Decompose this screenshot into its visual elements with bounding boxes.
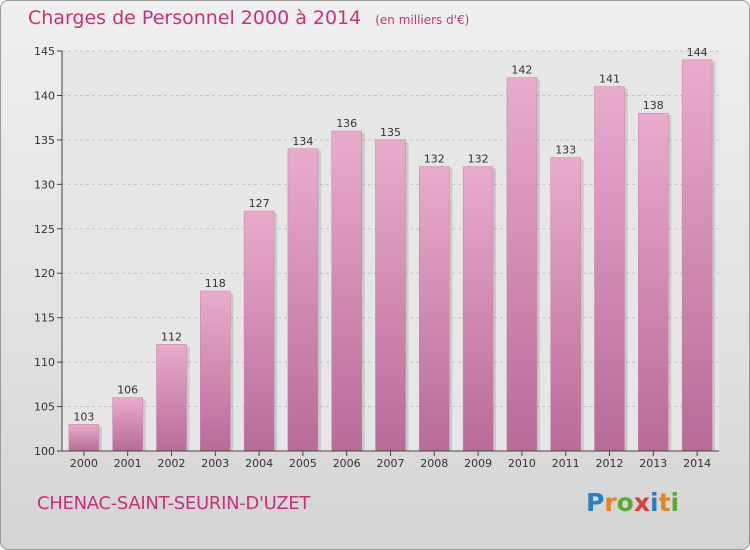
bar (200, 290, 231, 452)
bar (462, 166, 494, 452)
bar (375, 139, 406, 452)
x-tick-label: 2012 (596, 457, 624, 470)
bar (506, 77, 538, 452)
town-name: CHENAC-SAINT-SEURIN-D'UZET (37, 493, 311, 514)
y-tick-label: 140 (34, 89, 55, 102)
data-label: 141 (599, 73, 620, 86)
x-tick-label: 2003 (201, 457, 229, 470)
y-tick-label: 105 (34, 401, 55, 414)
data-label: 127 (249, 197, 270, 210)
x-tick-label: 2010 (508, 457, 536, 470)
y-tick-label: 135 (34, 134, 55, 147)
chart-title-text: Charges de Personnel 2000 à 2014 (28, 7, 362, 29)
x-tick-label: 2009 (464, 457, 492, 470)
x-tick-label: 2004 (245, 457, 273, 470)
logo-letter: x (633, 488, 650, 517)
bar (112, 397, 143, 452)
data-label: 132 (424, 153, 445, 166)
data-label: 133 (555, 144, 576, 157)
logo-letter: o (616, 488, 634, 517)
data-label: 138 (643, 99, 664, 112)
bar (68, 424, 100, 452)
chart-title: Charges de Personnel 2000 à 2014 (en mill… (28, 7, 469, 29)
y-tick-label: 115 (34, 312, 55, 325)
x-tick-label: 2001 (114, 457, 142, 470)
y-tick-label: 100 (34, 445, 55, 458)
bar (243, 210, 275, 452)
bar (681, 59, 713, 452)
x-tick-label: 2005 (289, 457, 317, 470)
bar (419, 166, 450, 452)
data-label: 103 (73, 410, 94, 423)
data-label: 135 (380, 126, 401, 139)
bar (331, 130, 362, 452)
y-tick-label: 120 (34, 267, 55, 280)
x-tick-label: 2007 (377, 457, 405, 470)
logo-letter: i (650, 488, 659, 517)
data-label: 106 (117, 384, 138, 397)
bar (594, 86, 625, 452)
chart-subtitle: (en milliers d'€) (375, 13, 470, 27)
bar (550, 157, 581, 452)
data-label: 142 (511, 64, 532, 77)
logo-letter: i (670, 488, 680, 517)
data-label: 132 (468, 153, 489, 166)
data-label: 136 (336, 117, 357, 130)
bar (638, 112, 669, 452)
y-tick-label: 145 (34, 45, 55, 58)
x-tick-label: 2002 (158, 457, 186, 470)
x-tick-label: 2013 (639, 457, 667, 470)
data-label: 118 (205, 277, 226, 290)
y-tick-label: 125 (34, 223, 55, 236)
proxiti-logo: Proxiti (586, 488, 679, 517)
x-tick-label: 2000 (70, 457, 98, 470)
logo-letter: r (604, 488, 617, 517)
data-label: 134 (292, 135, 313, 148)
logo-letter: t (658, 488, 671, 517)
x-tick-label: 2006 (333, 457, 361, 470)
y-tick-label: 130 (34, 178, 55, 191)
x-tick-label: 2008 (420, 457, 448, 470)
y-tick-label: 110 (34, 356, 55, 369)
x-tick-label: 2011 (552, 457, 580, 470)
bar (156, 344, 187, 452)
bar (287, 148, 319, 452)
x-tick-label: 2014 (683, 457, 711, 470)
data-label: 112 (161, 330, 182, 343)
data-label: 144 (687, 46, 708, 59)
logo-letter: P (586, 488, 605, 517)
